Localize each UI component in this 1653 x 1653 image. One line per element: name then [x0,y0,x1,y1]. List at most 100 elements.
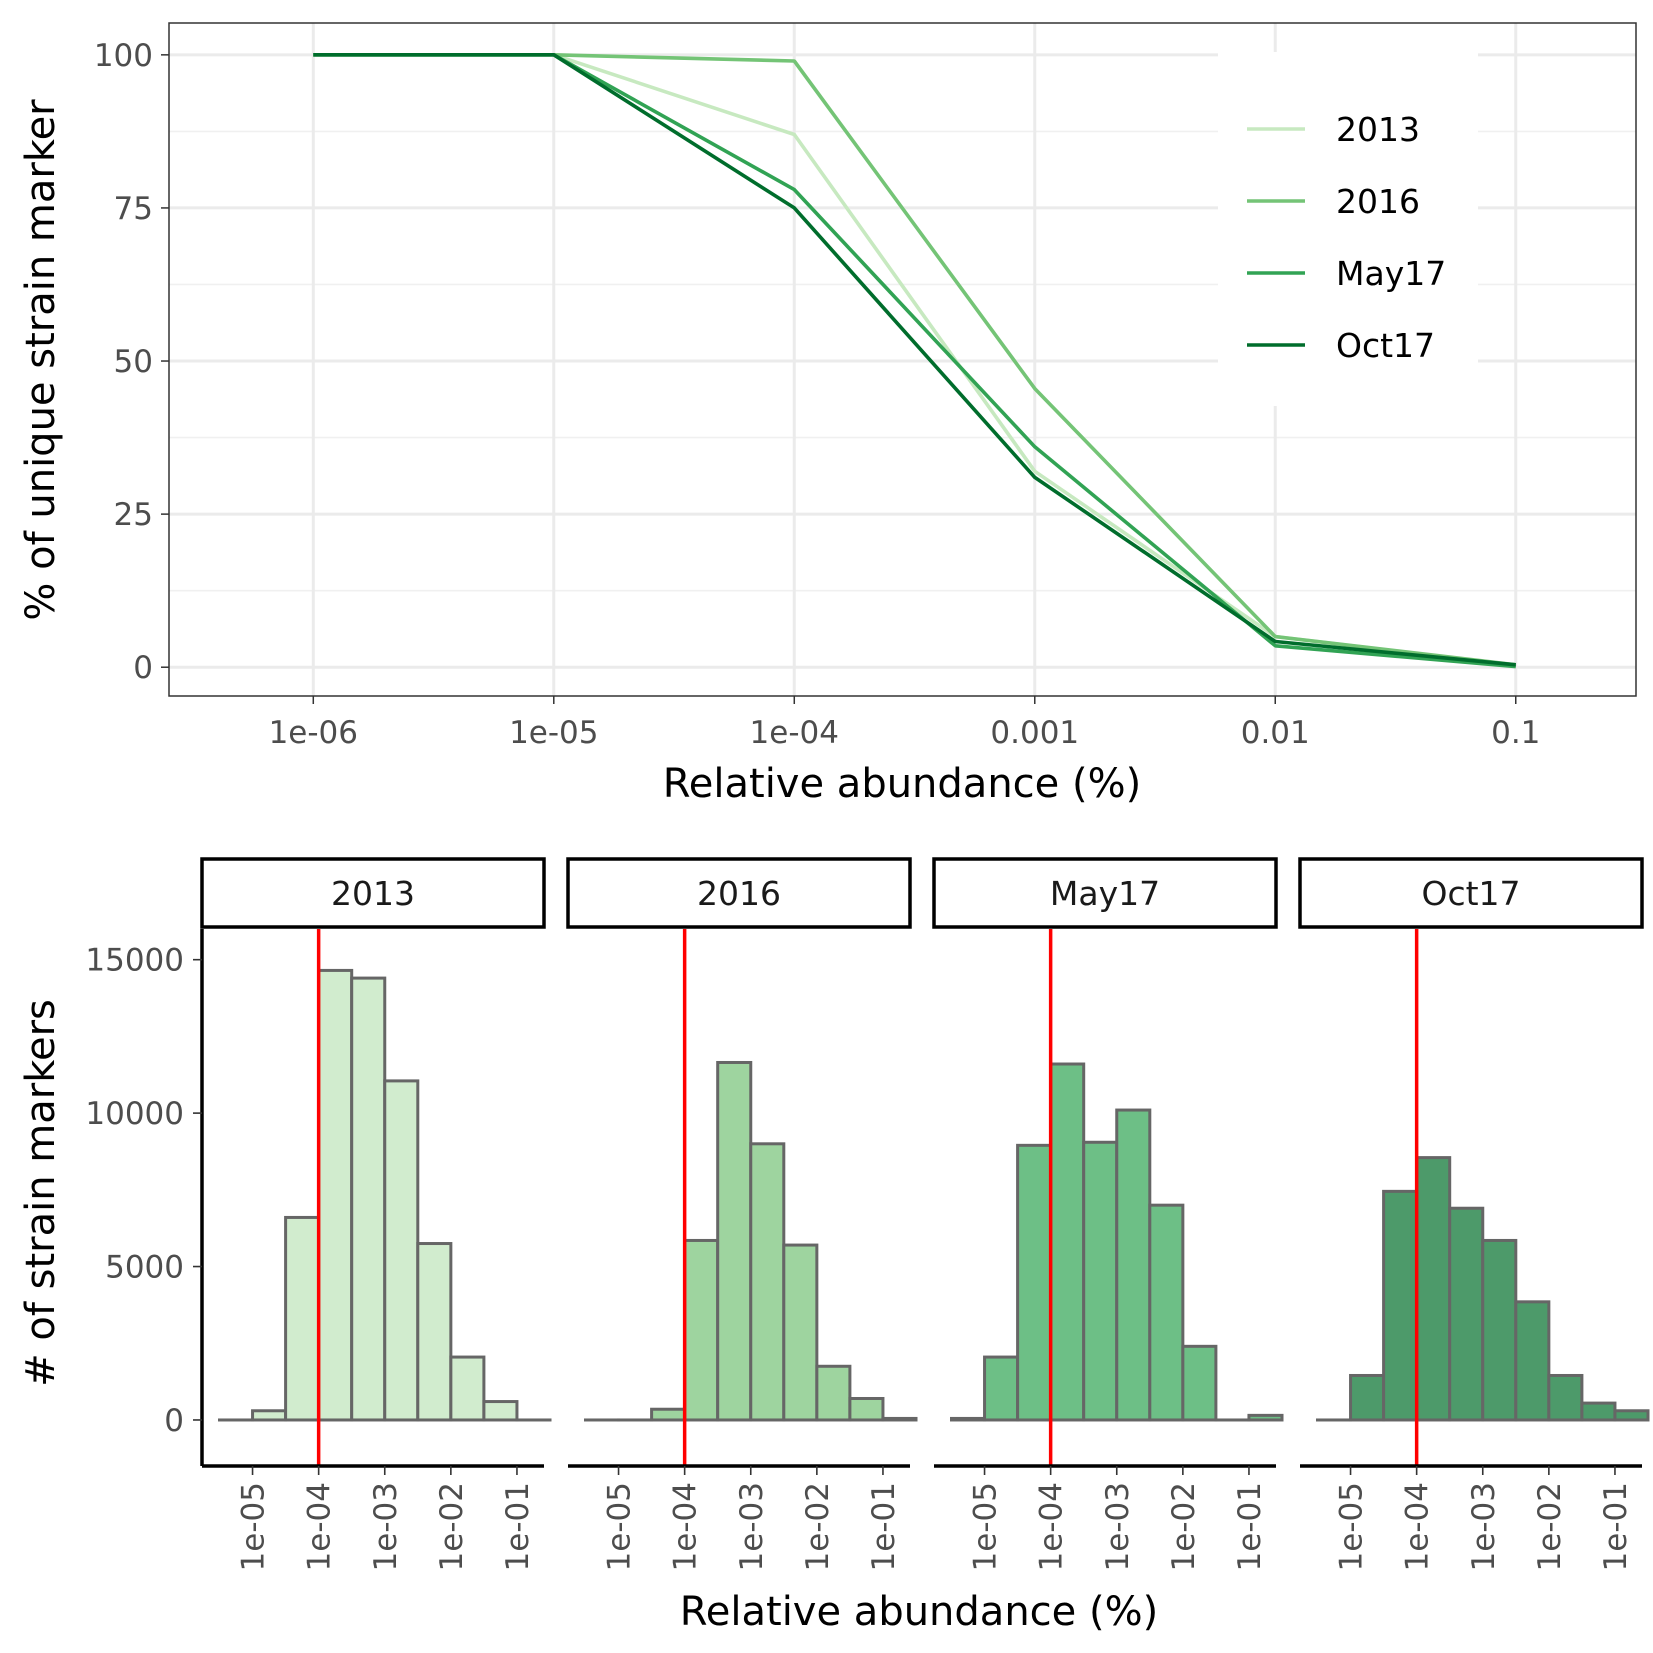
x-tick-label: 0.01 [1241,715,1310,751]
line-chart-y-axis-title: % of unique strain marker [18,99,64,621]
line-chart-y-axis: 0 25 50 75 100 [94,38,169,686]
histogram-bar [716,1060,753,1422]
x-tick-label: 1e-01 [1598,1482,1634,1571]
histogram-bar [1016,1143,1053,1422]
histogram-bar [251,1409,288,1422]
x-tick-label: 1e-06 [269,715,358,751]
y-tick-label: 25 [114,497,153,533]
y-tick-label: 50 [114,344,153,380]
histogram-panel-may17: May17 1e-05 1e-04 1e-03 1e-02 1e-01 [932,857,1284,1571]
facet-strip [1298,857,1644,929]
x-tick-label: 1e-03 [1466,1482,1502,1571]
legend-label-may17: May17 [1336,254,1446,293]
facet-strip [566,857,912,929]
histogram-bar [650,1407,687,1422]
histogram-bar [848,1396,885,1422]
histogram-bar [749,1142,786,1422]
histogram-bar [683,1238,720,1422]
histogram-bar [1481,1238,1518,1422]
x-tick-label: 1e-02 [1166,1482,1202,1571]
histogram-bar [1448,1206,1485,1422]
facet-strip-label: Oct17 [1421,874,1520,913]
x-tick-label: 1e-03 [1100,1482,1136,1571]
y-tick-label: 75 [114,191,153,227]
line-chart: 2013 2016 May17 Oct17 0 25 50 75 100 1e-06 1e-05… [18,22,1637,807]
x-tick-label: 1e-04 [750,715,839,751]
facet-strip-label: 2013 [331,874,415,913]
legend-label-2016: 2016 [1336,182,1420,221]
x-tick-label: 1e-04 [668,1482,704,1571]
histogram-bar [317,968,354,1422]
histogram-bar [1049,1062,1086,1422]
histogram-bar [1580,1401,1617,1422]
x-tick-label: 1e-05 [968,1482,1004,1571]
x-tick-label: 1e-05 [509,715,598,751]
histogram-bar [284,1215,321,1422]
y-tick-label: 15000 [85,943,184,979]
x-tick-label: 1e-01 [1232,1482,1268,1571]
histogram-chart: 2013 1e-05 1e-04 1e-03 1e-02 1e-01 2016 1e-05 1e… [18,857,1650,1635]
histogram-bar [983,1355,1020,1422]
histogram-bar [1415,1156,1452,1422]
histogram-panel-oct17: Oct17 1e-05 1e-04 1e-03 1e-02 1e-01 [1298,857,1650,1571]
x-tick-label: 1e-05 [602,1482,638,1571]
line-chart-panel-border [168,22,1637,697]
x-tick-label: 1e-05 [1334,1482,1370,1571]
legend-label-2013: 2013 [1336,110,1420,149]
histogram-bar [449,1355,486,1422]
histogram-bar [1148,1203,1185,1422]
histogram-bar [1613,1409,1650,1422]
x-tick-label: 1e-02 [1532,1482,1568,1571]
x-tick-label: 0.1 [1491,715,1540,751]
histogram-bar [1247,1413,1284,1422]
histogram-y-axis: 0 5000 10000 15000 [85,929,204,1466]
histogram-bar [383,1079,420,1422]
histogram-bar [1547,1373,1584,1422]
x-tick-label: 1e-05 [236,1482,272,1571]
histogram-bar [482,1400,519,1422]
y-tick-label: 10000 [85,1096,184,1132]
histogram-bar [881,1416,918,1422]
line-chart-series [313,52,1517,669]
histogram-bar [782,1243,819,1422]
histogram-panels: 2013 1e-05 1e-04 1e-03 1e-02 1e-01 2016 1e-05 1e… [200,857,1650,1571]
histogram-x-axis-title: Relative abundance (%) [680,1589,1158,1635]
x-tick-label: 1e-03 [734,1482,770,1571]
histogram-bar [1382,1189,1419,1422]
facet-strip-label: May17 [1050,874,1160,913]
histogram-panel-2016: 2016 1e-05 1e-04 1e-03 1e-02 1e-01 [566,857,918,1571]
x-tick-label: 1e-02 [800,1482,836,1571]
legend-background [1218,52,1478,406]
line-chart-x-axis-title: Relative abundance (%) [663,761,1141,807]
histogram-bar [350,976,387,1422]
facet-strip [200,857,546,929]
x-tick-label: 1e-01 [866,1482,902,1571]
series-line-oct17 [313,52,1516,667]
x-tick-label: 1e-04 [1400,1482,1436,1571]
histogram-bar [1115,1108,1152,1422]
histogram-bar [1181,1344,1218,1422]
histogram-y-axis-title: # of strain markers [18,999,64,1387]
x-tick-label: 1e-04 [1034,1482,1070,1571]
facet-strip [932,857,1278,929]
facet-strip-label: 2016 [697,874,781,913]
x-tick-label: 1e-03 [368,1482,404,1571]
histogram-panel-2013: 2013 1e-05 1e-04 1e-03 1e-02 1e-01 [200,857,552,1571]
legend: 2013 2016 May17 Oct17 [1247,110,1446,365]
histogram-bar [1082,1140,1119,1422]
y-tick-label: 100 [94,38,153,74]
y-tick-label: 0 [133,650,153,686]
y-tick-label: 5000 [105,1250,184,1286]
x-tick-label: 1e-01 [500,1482,536,1571]
y-tick-label: 0 [164,1403,184,1439]
x-tick-label: 1e-02 [434,1482,470,1571]
histogram-bar [1514,1300,1551,1422]
histogram-bar [815,1364,852,1422]
line-chart-x-axis: 1e-06 1e-05 1e-04 0.001 0.01 0.1 [269,696,1540,751]
histogram-bar [950,1416,987,1422]
x-tick-label: 1e-04 [302,1482,338,1571]
histogram-bar [1349,1373,1386,1422]
legend-label-oct17: Oct17 [1336,326,1435,365]
histogram-bar [416,1242,453,1422]
